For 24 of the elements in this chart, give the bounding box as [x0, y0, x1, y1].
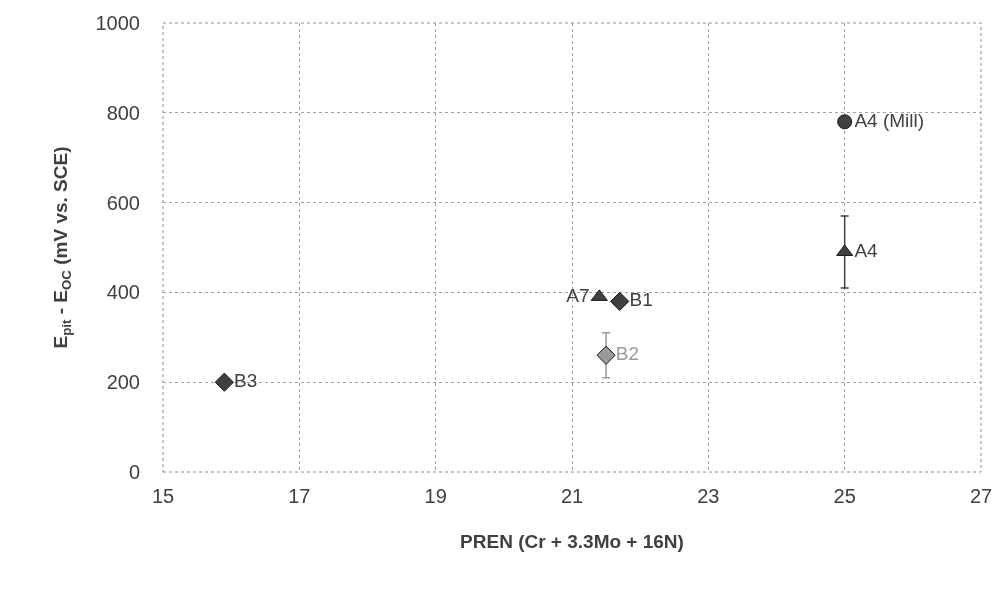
x-tick-label: 27	[969, 485, 993, 507]
point	[214, 372, 234, 392]
x-tick-label: 19	[424, 485, 447, 507]
y-tick-label: 1000	[95, 12, 140, 34]
y-tick-label: 800	[106, 101, 140, 124]
x-tick-label: 17	[288, 485, 311, 507]
series-label: A4	[854, 239, 879, 261]
series-label: A4 (Mill)	[854, 109, 925, 131]
x-tick-label: 15	[151, 485, 175, 507]
y-tick-label: 400	[106, 281, 140, 304]
x-tick-label: 23	[697, 485, 720, 507]
series-label: B2	[615, 343, 640, 365]
point	[837, 114, 853, 130]
y-tick-label: 200	[106, 371, 140, 394]
x-axis-title: PREN (Cr + 3.3Mo + 16N)	[460, 530, 684, 552]
series-label: B1	[629, 289, 653, 311]
y-tick-label: 600	[106, 191, 140, 214]
x-tick-label: 21	[560, 485, 584, 507]
point	[596, 345, 616, 365]
series-label: B3	[234, 369, 258, 391]
x-tick-label: 25	[833, 485, 856, 507]
series-label: A7	[566, 284, 590, 306]
y-tick-label: 0	[128, 461, 140, 483]
point	[610, 291, 630, 311]
